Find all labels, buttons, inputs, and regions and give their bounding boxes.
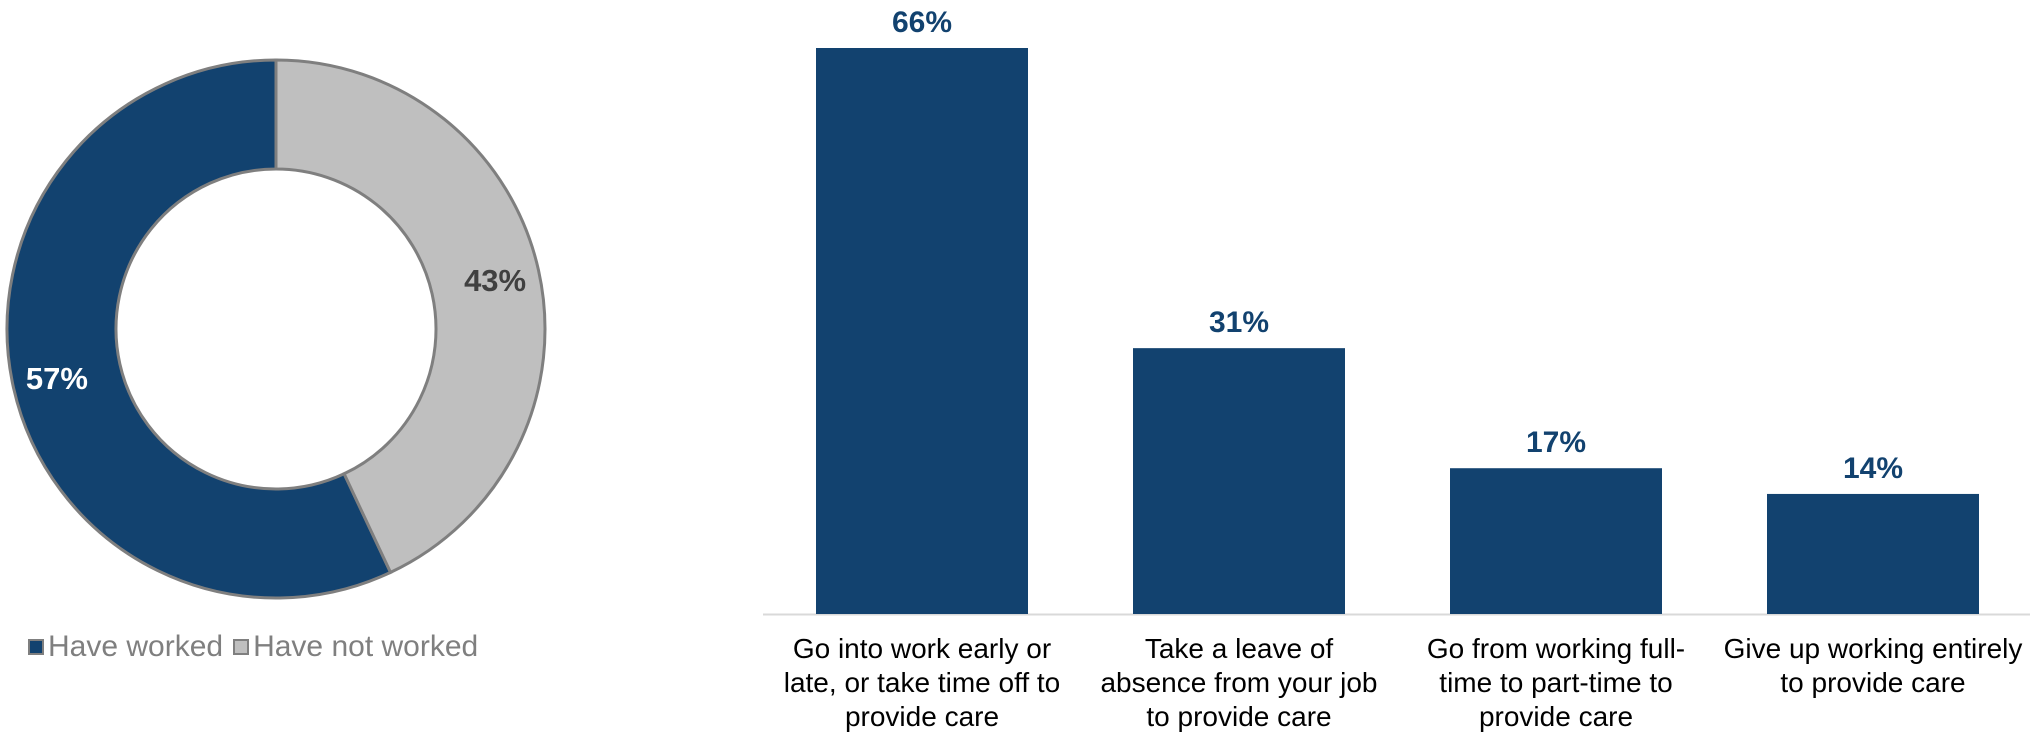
donut-slice-have-worked: [5, 58, 393, 600]
donut-slice-have-not-worked: [274, 58, 547, 575]
category-label-line: Go into work early or: [792, 633, 1052, 664]
category-label-give-up-working: Give up working entirely to provide care: [1723, 632, 2023, 700]
legend-swatch-have-worked: [28, 639, 44, 655]
category-label-line: absence from your job: [1100, 667, 1378, 698]
donut-label-have-not-worked: 43%: [464, 263, 526, 298]
bar-give-up-working: [1767, 493, 1979, 614]
donut-label-have-worked: 57%: [26, 361, 88, 396]
donut-legend: Have worked Have not worked: [28, 630, 488, 664]
bar-full-time-to-part-time: [1450, 468, 1662, 614]
legend-label-have-not-worked: Have not worked: [253, 630, 479, 663]
category-label-full-time-to-part-time: Go from working full-time to part-time t…: [1406, 632, 1706, 734]
bar-take-leave-of-absence: [1133, 348, 1345, 614]
category-label-line: Go from working full-: [1426, 633, 1686, 664]
legend-item-have-worked: Have worked: [28, 630, 223, 664]
bar-value-label-give-up-working: 14%: [1843, 452, 1903, 485]
donut-chart: 57% 43%: [5, 58, 547, 600]
category-label-take-leave-of-absence: Take a leave of absence from your job to p…: [1089, 632, 1389, 734]
category-label-line: Take a leave of: [1144, 633, 1334, 664]
category-label-line: to provide care: [1780, 667, 1966, 698]
bar-value-label-full-time-to-part-time: 17%: [1526, 426, 1586, 459]
legend-swatch-have-not-worked: [233, 639, 250, 655]
category-label-line: to provide care: [1146, 701, 1332, 732]
category-label-line: provide care: [1478, 701, 1634, 732]
category-label-go-into-work-early: Go into work early or late, or take time …: [772, 632, 1072, 734]
bar-value-label-go-into-work-early: 66%: [892, 6, 952, 39]
bar-go-into-work-early: [816, 48, 1028, 614]
category-label-line: time to part-time to: [1439, 667, 1673, 698]
category-label-line: Give up working entirely: [1723, 633, 2023, 664]
category-label-line: provide care: [844, 701, 1000, 732]
bar-value-label-take-leave-of-absence: 31%: [1209, 306, 1269, 339]
legend-label-have-worked: Have worked: [48, 630, 224, 663]
legend-item-have-not-worked: Have not worked: [233, 630, 478, 664]
category-label-line: late, or take time off to: [783, 667, 1061, 698]
